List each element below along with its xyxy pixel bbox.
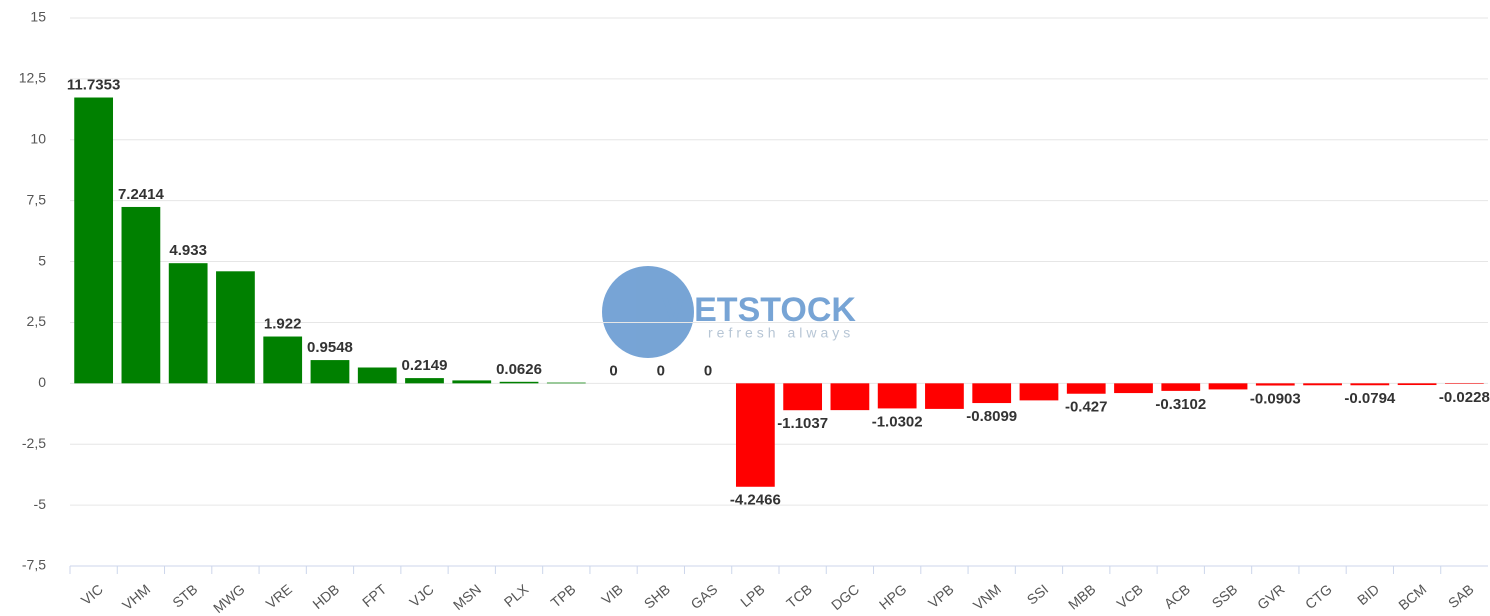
bar [357, 367, 397, 384]
data-label: 4.933 [169, 242, 207, 259]
x-tick-label: HPG [876, 581, 910, 613]
x-tick-label: VCB [1113, 581, 1145, 612]
bar [830, 383, 870, 411]
x-tick-label: VRE [263, 581, 295, 612]
x-tick-label: SHB [641, 581, 673, 612]
bar [925, 383, 964, 409]
watermark-logo [602, 266, 694, 358]
bar [877, 383, 917, 409]
x-tick-label: VHM [119, 581, 153, 613]
y-tick-label: 15 [30, 9, 46, 25]
data-label: 11.7353 [67, 76, 120, 93]
bar [783, 383, 823, 411]
bar [121, 206, 161, 384]
x-tick-label: PLX [501, 580, 532, 610]
x-tick-label: ACB [1161, 581, 1193, 612]
bar [405, 378, 444, 384]
x-tick-label: VJC [406, 581, 437, 610]
y-tick-label: -7,5 [22, 557, 46, 573]
bar [263, 336, 303, 384]
data-label: -1.1037 [777, 415, 828, 432]
data-label: 1.922 [264, 315, 302, 332]
bar [1255, 383, 1295, 386]
data-label: 0 [704, 362, 712, 379]
bar [1066, 383, 1106, 394]
bar [452, 380, 492, 384]
x-tick-label: STB [169, 581, 200, 611]
x-tick-label: SSB [1209, 581, 1241, 611]
x-tick-label: VPB [925, 581, 957, 611]
x-tick-label: FPT [359, 581, 390, 611]
x-tick-label: BCM [1395, 581, 1429, 613]
watermark: VIETSTOCK refresh always [602, 266, 856, 358]
y-tick-label: 7,5 [27, 191, 47, 207]
x-tick-label: VIB [598, 581, 626, 608]
x-tick-label: VNM [970, 581, 1004, 613]
x-tick-label: BID [1354, 581, 1382, 608]
data-label: 0 [657, 362, 665, 379]
bar [972, 383, 1012, 404]
data-label: 0.2149 [402, 357, 448, 374]
y-tick-label: 5 [38, 252, 46, 268]
bar [1444, 383, 1484, 384]
data-label: -0.0903 [1250, 391, 1301, 408]
x-tick-label: MBB [1065, 581, 1099, 613]
data-label: -0.427 [1065, 399, 1108, 416]
data-label: -0.0228 [1439, 389, 1490, 406]
x-tick-label: DGC [828, 581, 862, 613]
x-tick-label: TCB [783, 581, 815, 611]
y-tick-label: 12,5 [19, 70, 46, 86]
y-tick-label: 2,5 [27, 313, 47, 329]
x-tick-label: VIC [78, 581, 106, 608]
bar [1350, 383, 1390, 386]
bar [499, 381, 539, 384]
watermark-brand: VIETSTOCK [662, 291, 856, 329]
x-tick-label: MSN [450, 581, 484, 613]
bar [216, 271, 255, 384]
bar [74, 97, 114, 384]
data-label: -0.0794 [1344, 390, 1396, 407]
x-tick-label: MWG [210, 581, 248, 616]
data-label: 0.0626 [496, 361, 542, 378]
x-tick-label: GVR [1254, 581, 1288, 613]
bar [735, 383, 775, 487]
bar [310, 360, 350, 384]
bar [1019, 383, 1059, 401]
x-tick-label: GAS [687, 581, 720, 612]
x-tick-label: LPB [737, 581, 768, 610]
bar [1161, 383, 1201, 391]
data-label: 0 [609, 362, 617, 379]
bar [1303, 383, 1342, 386]
bar [1114, 383, 1153, 394]
bar [1208, 383, 1248, 390]
x-tick-label: SSI [1024, 581, 1052, 608]
x-tick-label: TPB [547, 581, 578, 611]
bar [168, 263, 208, 384]
y-tick-label: -5 [34, 496, 47, 512]
data-label: -1.0302 [872, 413, 923, 430]
x-tick-label: CTG [1302, 581, 1335, 612]
y-tick-label: 10 [30, 130, 46, 146]
x-tick-label: SAB [1445, 581, 1477, 611]
bar [546, 382, 586, 384]
y-tick-label: -2,5 [22, 435, 46, 451]
data-label: -0.8099 [966, 408, 1017, 425]
x-tick-label: HDB [309, 581, 342, 612]
y-tick-label: 0 [38, 374, 46, 390]
data-label: -4.2466 [730, 492, 781, 509]
bar [1397, 383, 1437, 386]
data-label: 7.2414 [118, 186, 165, 203]
data-label: -0.3102 [1155, 396, 1206, 413]
data-label: 0.9548 [307, 339, 353, 356]
watermark-tagline: refresh always [708, 325, 854, 341]
